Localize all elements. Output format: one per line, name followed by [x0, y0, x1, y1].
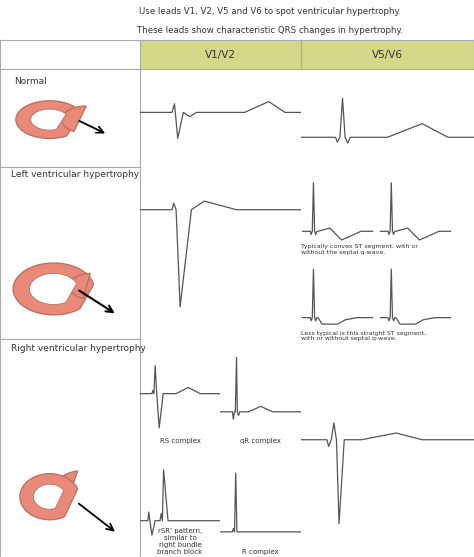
Text: R complex: R complex [242, 549, 279, 555]
Polygon shape [31, 109, 66, 130]
Polygon shape [13, 263, 94, 315]
Text: Use leads V1, V2, V5 and V6 to spot ventricular hypertrophy.: Use leads V1, V2, V5 and V6 to spot vent… [139, 7, 401, 16]
Text: RS complex: RS complex [160, 438, 201, 444]
Text: Left ventricular hypertrophy: Left ventricular hypertrophy [11, 170, 139, 179]
Text: Less typical is this straight ST segment,
with or without septal q-wave.: Less typical is this straight ST segment… [301, 330, 426, 341]
Polygon shape [20, 473, 78, 520]
Polygon shape [70, 273, 90, 299]
Text: Normal: Normal [14, 77, 47, 86]
Polygon shape [62, 106, 86, 131]
Text: These leads show characteristic QRS changes in hypertrophy.: These leads show characteristic QRS chan… [137, 26, 403, 35]
Text: V5/V6: V5/V6 [372, 50, 403, 60]
Polygon shape [50, 471, 78, 517]
Polygon shape [16, 101, 82, 138]
Polygon shape [29, 273, 77, 305]
Text: rSR’ pattern,
similar to
right bundle
branch block: rSR’ pattern, similar to right bundle br… [157, 528, 203, 555]
Text: Typically convex ST segment, with or
without the septal q-wave.: Typically convex ST segment, with or wit… [301, 244, 418, 255]
Text: Right ventricular hypertrophy: Right ventricular hypertrophy [11, 344, 146, 353]
Text: V1/V2: V1/V2 [205, 50, 236, 60]
Text: qR complex: qR complex [240, 438, 281, 444]
Polygon shape [34, 484, 64, 509]
